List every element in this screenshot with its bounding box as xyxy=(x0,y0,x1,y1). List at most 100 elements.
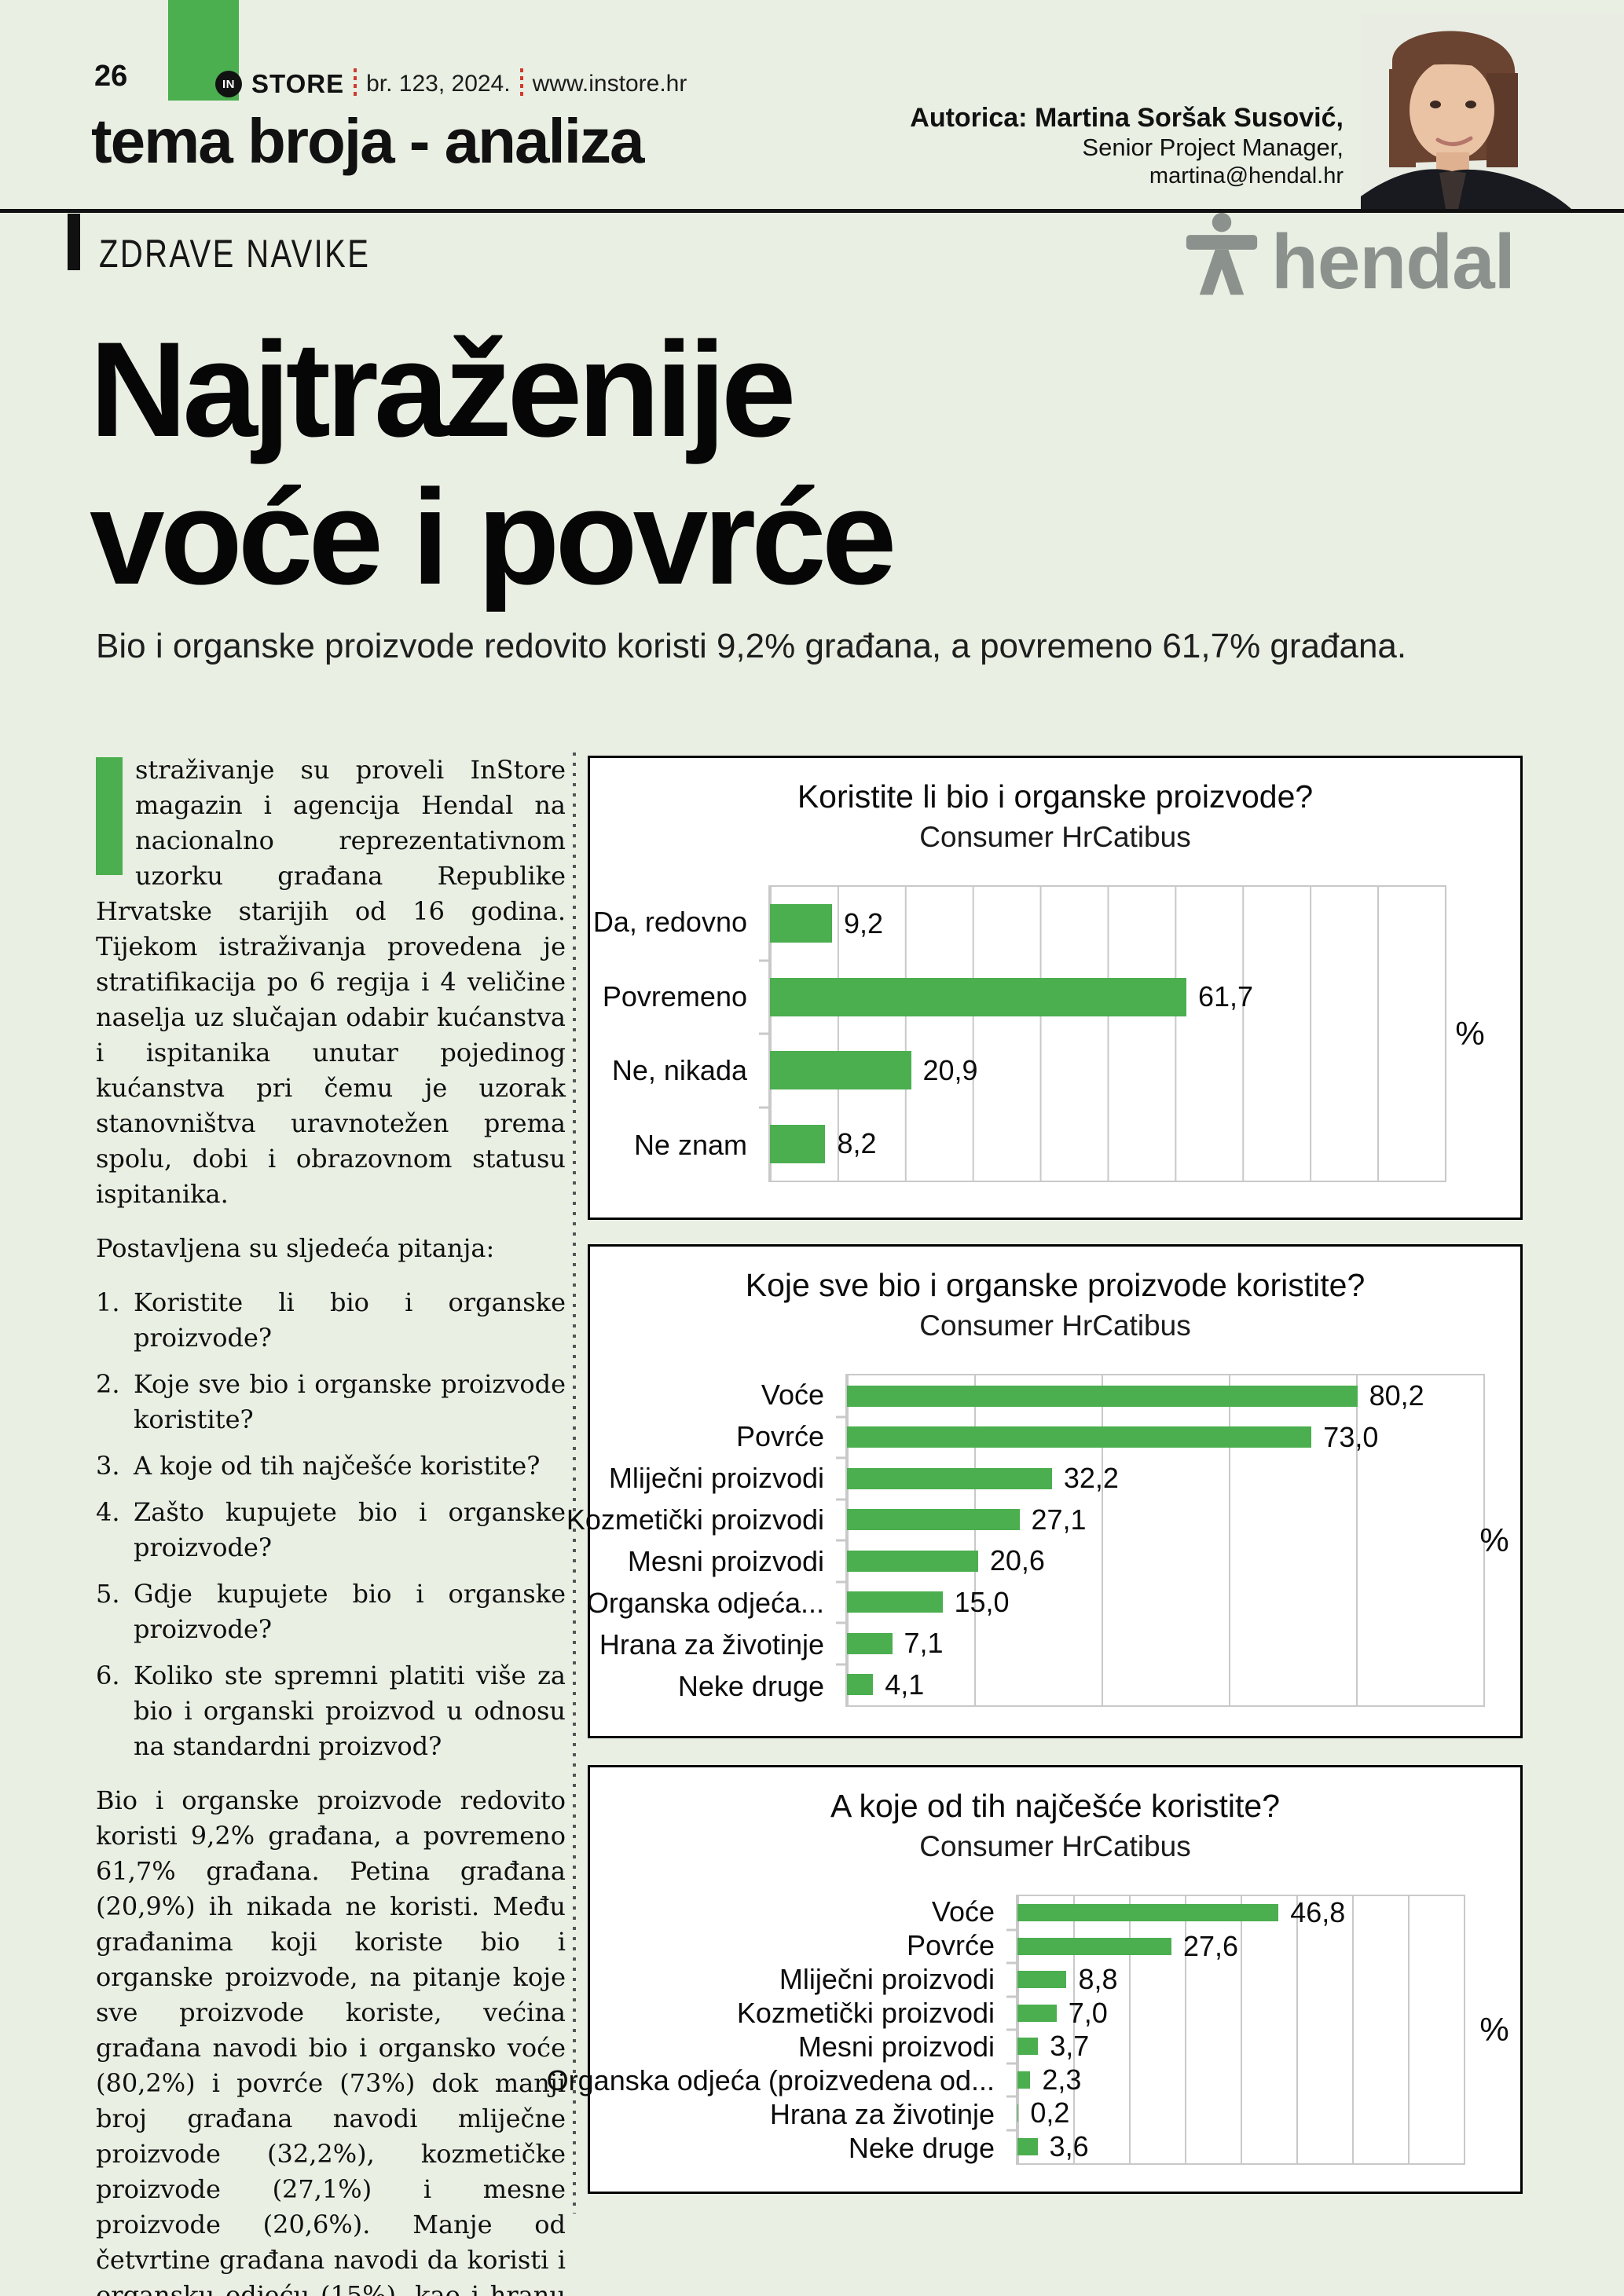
bar-row: 8,8 xyxy=(1017,1963,1464,1997)
chart-products-used: Koje sve bio i organske proizvode korist… xyxy=(566,1244,1523,1738)
category-label: Ne znam xyxy=(633,1128,747,1161)
bar-value-label: 8,2 xyxy=(837,1127,877,1160)
question-item: 2. Koje sve bio i organske proizvode kori… xyxy=(96,1367,566,1437)
bar xyxy=(847,1550,978,1572)
bar-value-label: 9,2 xyxy=(844,906,884,939)
axis-tick xyxy=(1006,1928,1016,1931)
website-url: www.instore.hr xyxy=(532,71,687,97)
category-label: Voće xyxy=(761,1378,824,1411)
bar-row: 61,7 xyxy=(770,961,1445,1034)
dotted-separator-icon xyxy=(354,68,357,100)
bar-value-label: 3,6 xyxy=(1049,2129,1089,2162)
bar-value-label: 73,0 xyxy=(1323,1420,1379,1453)
bar-row: 27,1 xyxy=(847,1500,1483,1541)
instore-logo: IN STORE br. 123, 2024. www.instore.hr xyxy=(215,66,687,102)
bar-row: 20,9 xyxy=(770,1034,1445,1108)
category-label: Neke druge xyxy=(677,1669,824,1702)
bar-row: 7,0 xyxy=(1017,1997,1464,2031)
bar-value-label: 20,9 xyxy=(922,1053,978,1086)
bar xyxy=(770,1051,911,1090)
bar-row: 0,2 xyxy=(1017,2096,1464,2130)
axis-tick xyxy=(836,1621,845,1624)
store-wordmark: STORE xyxy=(251,69,345,98)
question-number: 1. xyxy=(96,1287,120,1317)
axis-tick xyxy=(836,1663,845,1665)
bar-value-label: 0,2 xyxy=(1030,2096,1070,2129)
category-label: Hrana za životinje xyxy=(599,1628,824,1661)
question-number: 4. xyxy=(96,1497,120,1527)
bar-row: 2,3 xyxy=(1017,2063,1464,2097)
category-label: Mesni proizvodi xyxy=(627,1544,824,1577)
bar-value-label: 3,7 xyxy=(1050,2030,1090,2063)
bar-value-label: 7,0 xyxy=(1068,1996,1108,2029)
question-item: 5. Gdje kupujete bio i organske proizvode… xyxy=(96,1576,566,1647)
axis-tick xyxy=(1006,1961,1016,1965)
axis-tick xyxy=(836,1580,845,1583)
kicker-bar xyxy=(68,214,80,270)
axis-tick xyxy=(836,1456,845,1459)
chart-usage: Koristite li bio i organske proizvode? C… xyxy=(588,756,1523,1220)
bar xyxy=(1017,2104,1019,2122)
category-label: Organska odjeća (proizvedena od... xyxy=(546,2063,995,2096)
questions-list: 1. Koristite li bio i organske proizvode?… xyxy=(96,1285,566,1764)
headline-line1: Najtraženije xyxy=(90,314,796,465)
bar-value-label: 27,1 xyxy=(1031,1503,1087,1536)
hendal-logo: hendal xyxy=(1185,211,1516,300)
bar-row: 73,0 xyxy=(847,1417,1483,1459)
axis-tick xyxy=(1006,2028,1016,2031)
category-label: Organska odjeća... xyxy=(586,1586,824,1619)
bar-value-label: 61,7 xyxy=(1198,980,1254,1013)
bar-value-label: 8,8 xyxy=(1078,1963,1118,1996)
bar-value-label: 80,2 xyxy=(1369,1379,1424,1412)
question-item: 4. Zašto kupujete bio i organske proizvod… xyxy=(96,1495,566,1565)
category-label: Mliječni proizvodi xyxy=(779,1962,995,1995)
bar-row: 9,2 xyxy=(770,887,1445,961)
axis-tick xyxy=(759,1032,768,1035)
bar-row: 20,6 xyxy=(847,1540,1483,1582)
question-item: 3. A koje od tih najčešće koristite? xyxy=(96,1448,566,1484)
article-body: straživanje su proveli InStore magazin i… xyxy=(96,753,566,2296)
bar-row: 7,1 xyxy=(847,1623,1483,1664)
bar xyxy=(847,1509,1020,1531)
category-label: Kozmetički proizvodi xyxy=(566,1503,824,1536)
axis-tick xyxy=(1006,2062,1016,2064)
question-text: Zašto kupujete bio i organske proizvode? xyxy=(134,1497,566,1562)
bar-row: 15,0 xyxy=(847,1582,1483,1624)
bar-value-label: 15,0 xyxy=(954,1585,1010,1618)
page-title: Najtraženije voće i povrće xyxy=(90,314,896,613)
category-axis: Voće Povrće Mliječni proizvodi Kozmetički p… xyxy=(566,1374,836,1707)
page-number: 26 xyxy=(94,60,128,93)
bar-row: 8,2 xyxy=(770,1108,1445,1181)
question-text: Koje sve bio i organske proizvode korist… xyxy=(134,1369,566,1434)
plot-area: 9,2 61,7 20,9 8,2 xyxy=(759,885,1446,1182)
bar-value-label: 20,6 xyxy=(989,1544,1045,1577)
bar xyxy=(847,1426,1312,1448)
bar xyxy=(1017,2038,1039,2056)
drop-cap-initial xyxy=(96,757,123,875)
chart-most-frequent: A koje od tih najčešće koristite? Consum… xyxy=(546,1765,1523,2194)
bar-value-label: 46,8 xyxy=(1290,1896,1346,1929)
axis-tick xyxy=(1006,2129,1016,2131)
bar-row: 3,7 xyxy=(1017,2030,1464,2063)
chart-title: Koje sve bio i organske proizvode korist… xyxy=(745,1267,1366,1303)
chart-title: Koristite li bio i organske proizvode? xyxy=(797,778,1314,815)
bar xyxy=(770,904,833,943)
headline-line2: voće i povrće xyxy=(90,462,896,613)
category-label: Voće xyxy=(931,1895,995,1928)
bar xyxy=(1017,1937,1171,1955)
bar xyxy=(847,1591,943,1613)
category-label: Povremeno xyxy=(602,980,747,1013)
lead-paragraph: straživanje su proveli InStore magazin i… xyxy=(96,753,566,1212)
bar xyxy=(1017,1904,1279,1922)
category-label: Da, redovno xyxy=(592,906,747,939)
axis-tick xyxy=(1006,1995,1016,1998)
axis-tick xyxy=(759,959,768,961)
question-number: 6. xyxy=(96,1661,120,1690)
category-label: Mliječni proizvodi xyxy=(608,1461,824,1494)
question-item: 1. Koristite li bio i organske proizvode? xyxy=(96,1285,566,1356)
bar-row: 32,2 xyxy=(847,1458,1483,1500)
category-label: Kozmetički proizvodi xyxy=(736,1996,995,2029)
bar-row: 80,2 xyxy=(847,1375,1483,1417)
chart-subtitle: Consumer HrCatibus xyxy=(919,1309,1191,1342)
unit-label: % xyxy=(1455,1015,1485,1052)
